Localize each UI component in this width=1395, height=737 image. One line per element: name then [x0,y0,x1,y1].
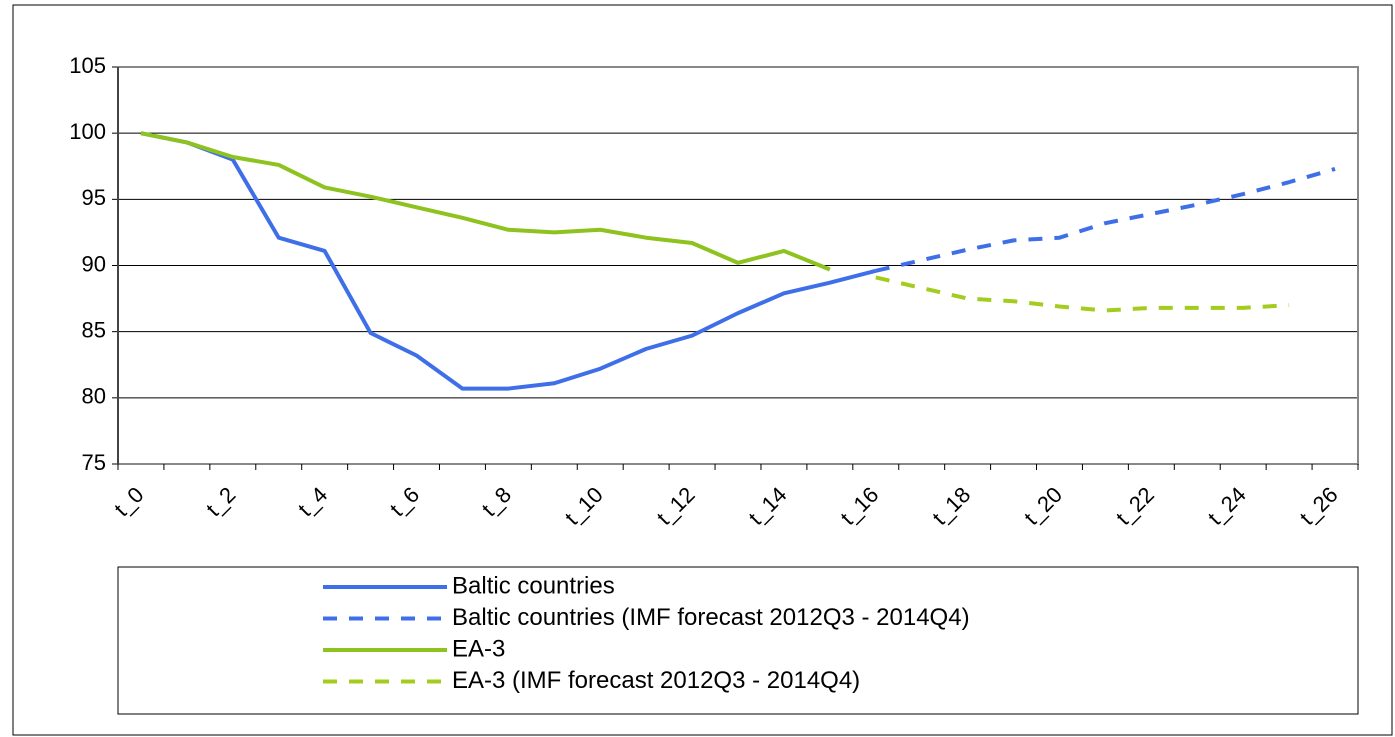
y-tick-label: 95 [82,185,106,210]
legend-label: Baltic countries (IMF forecast 2012Q3 - … [452,604,970,631]
series-line [875,166,1336,273]
series-line [140,131,877,391]
y-tick-label: 85 [82,317,106,342]
y-tick-label: 80 [82,384,106,409]
y-tick-label: 100 [69,119,106,144]
y-tick-label: 105 [69,53,106,78]
y-tick-label: 90 [82,251,106,276]
y-tick-label: 75 [82,450,106,475]
series-line [140,131,831,272]
legend-label: EA-3 [452,635,505,662]
legend-box [117,566,1359,715]
legend-label: Baltic countries [452,572,615,599]
legend-label: EA-3 (IMF forecast 2012Q3 - 2014Q4) [452,667,860,694]
series-line [875,275,1290,313]
